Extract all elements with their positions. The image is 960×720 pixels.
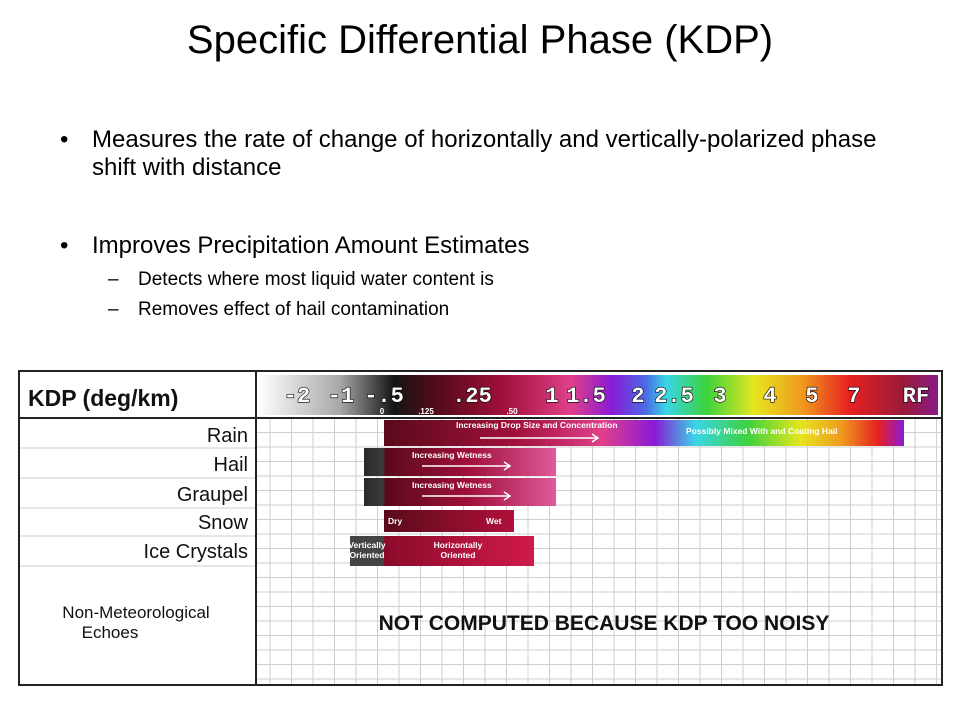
row-label: Snow — [198, 512, 249, 534]
snow-bar — [384, 510, 514, 532]
sub-dash: – — [108, 269, 119, 290]
sub-dash: – — [108, 299, 119, 320]
bullet-text: Measures the rate of change of horizonta… — [92, 126, 877, 181]
kdp-chart: KDP (deg/km) -2 -1 -.5 .25 1 1.5 2 2.5 3 4 5 7 RF 0.… — [18, 370, 943, 686]
rain-bar — [384, 420, 904, 446]
row-label: Ice Crystals — [144, 541, 248, 563]
minor-scale-label: .125 — [418, 407, 434, 416]
row-label: Graupel — [177, 484, 248, 506]
scale-label: 2.5 — [654, 384, 694, 409]
chart-title: KDP (deg/km) — [28, 385, 178, 411]
ice-vertical-bar — [350, 536, 384, 566]
rain-left-annotation: Increasing Drop Size and Concentration — [456, 420, 618, 430]
snow-wet-annotation: Wet — [486, 516, 502, 526]
scale-label: 3 — [713, 384, 726, 409]
scale-label: RF — [903, 384, 929, 409]
sub-text: Detects where most liquid water content … — [138, 269, 494, 290]
scale-label: -2 — [284, 384, 310, 409]
kdp-chart-svg: KDP (deg/km) -2 -1 -.5 .25 1 1.5 2 2.5 3 4 5 7 RF 0.… — [20, 372, 941, 684]
scale-label: 7 — [847, 384, 860, 409]
bullet-dot: • — [60, 126, 69, 153]
scale-label: .25 — [452, 384, 492, 409]
ice-horizontal-bar — [384, 536, 534, 566]
arrows — [422, 433, 600, 501]
graupel-annotation: Increasing Wetness — [412, 480, 492, 490]
rain-right-annotation: Possibly Mixed With and Coating Hail — [686, 426, 838, 436]
sub-text: Removes effect of hail contamination — [138, 299, 450, 320]
minor-scale-label: .50 — [506, 407, 518, 416]
scale-label: 4 — [763, 384, 776, 409]
snow-dry-annotation: Dry — [388, 516, 402, 526]
scale-label: 1.5 — [566, 384, 606, 409]
scale-label: 5 — [805, 384, 818, 409]
scale-label: 1 — [545, 384, 558, 409]
row-label: Hail — [214, 454, 248, 476]
slide-title: Specific Differential Phase (KDP) — [186, 18, 774, 62]
bullet-dot: • — [60, 232, 69, 259]
hail-annotation: Increasing Wetness — [412, 450, 492, 460]
bullet-text: Improves Precipitation Amount Estimates — [92, 232, 530, 259]
hail-bar — [364, 448, 556, 476]
not-computed-text: NOT COMPUTED BECAUSE KDP TOO NOISY — [379, 612, 830, 635]
scale-label: 2 — [631, 384, 644, 409]
minor-scale-label: 0 — [380, 407, 385, 416]
scale-label: -.5 — [364, 384, 404, 409]
scale-label: -1 — [328, 384, 354, 409]
graupel-bar — [364, 478, 556, 506]
row-label-nonmet-line2: Echoes — [82, 623, 139, 642]
scale-labels: -2 -1 -.5 .25 1 1.5 2 2.5 3 4 5 7 RF — [283, 383, 930, 409]
ice-horizontal-annotation: Horizontally Oriented — [434, 540, 483, 560]
row-label: Rain — [207, 425, 248, 447]
minor-labels: 0 .125 .50 — [380, 407, 518, 416]
color-scale — [258, 375, 938, 415]
ice-vertical-annotation: Vertically Oriented — [348, 540, 386, 560]
row-label-nonmet-line1: Non-Meteorological — [62, 603, 209, 622]
row-labels: Rain Hail Graupel Snow Ice Crystals Non-Meteo… — [62, 425, 248, 642]
